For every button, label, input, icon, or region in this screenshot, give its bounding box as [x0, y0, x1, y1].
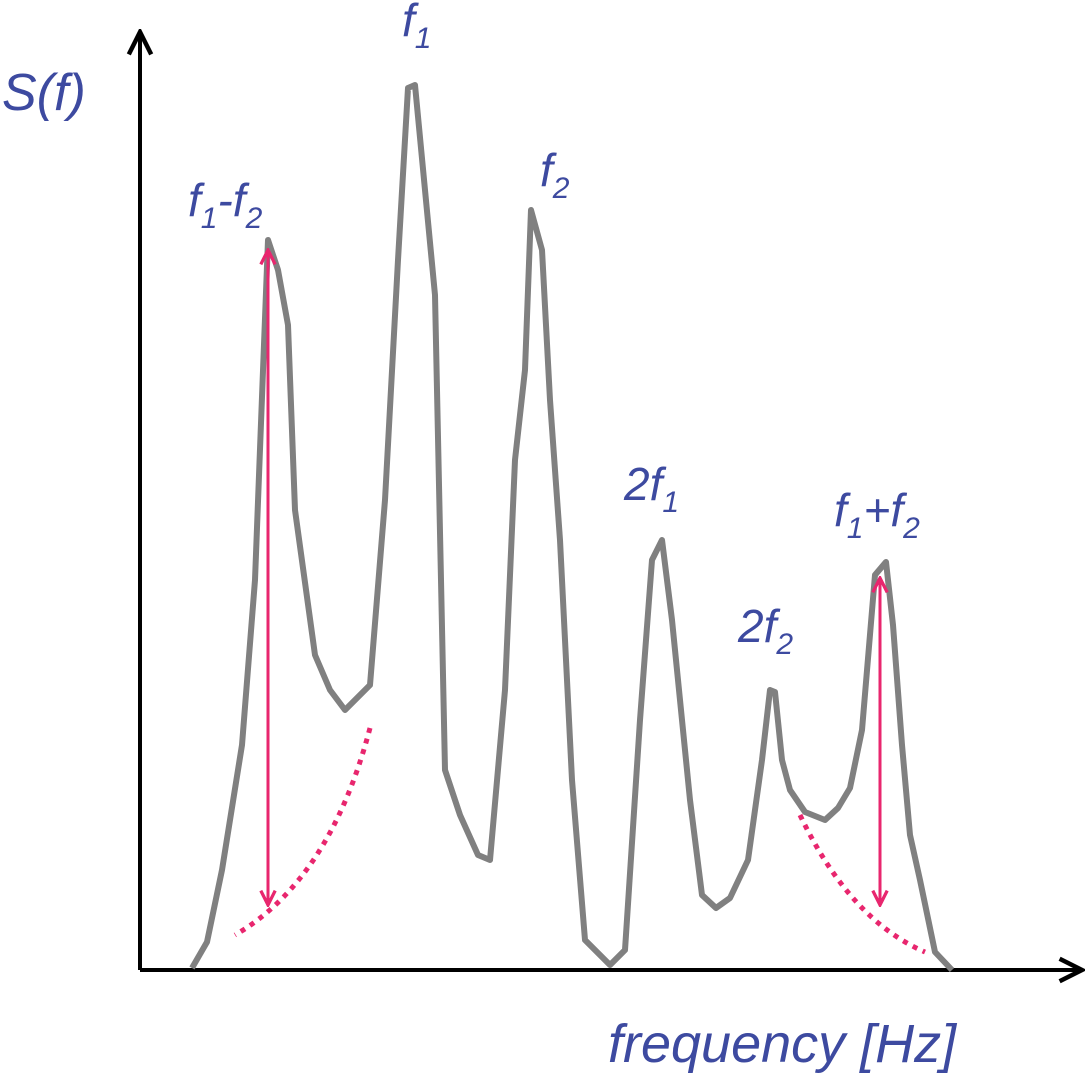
peak-label: 2f1	[623, 458, 679, 519]
label-text: f	[540, 144, 557, 196]
peak-label: f1+f2	[834, 484, 920, 545]
label-subscript: 2	[552, 172, 570, 205]
label-text: -f	[217, 174, 249, 226]
label-text: f	[834, 484, 851, 536]
label-subscript: 2	[902, 512, 920, 545]
label-subscript: 2	[245, 202, 263, 235]
peak-label: 2f2	[737, 600, 793, 661]
label-subscript: 1	[847, 512, 864, 545]
x-axis-label: frequency [Hz]	[608, 1014, 958, 1074]
label-subscript: 1	[662, 486, 679, 519]
peak-label: f1-f2	[188, 174, 263, 235]
label-subscript: 2	[775, 628, 793, 661]
y-axis-label: S(f)	[2, 64, 86, 122]
dotted-baseline	[797, 813, 926, 955]
label-text: f	[188, 174, 205, 226]
label-subscript: 1	[201, 202, 218, 235]
spectrum-curve	[189, 82, 955, 973]
label-text: 2f	[623, 458, 667, 510]
label-text: 2f	[737, 600, 781, 652]
dotted-baseline	[233, 727, 373, 938]
label-text: f	[402, 0, 419, 46]
peak-label: f1	[402, 0, 431, 55]
peak-label: f2	[540, 144, 570, 205]
label-subscript: 1	[415, 22, 432, 55]
label-text: +f	[863, 484, 907, 536]
